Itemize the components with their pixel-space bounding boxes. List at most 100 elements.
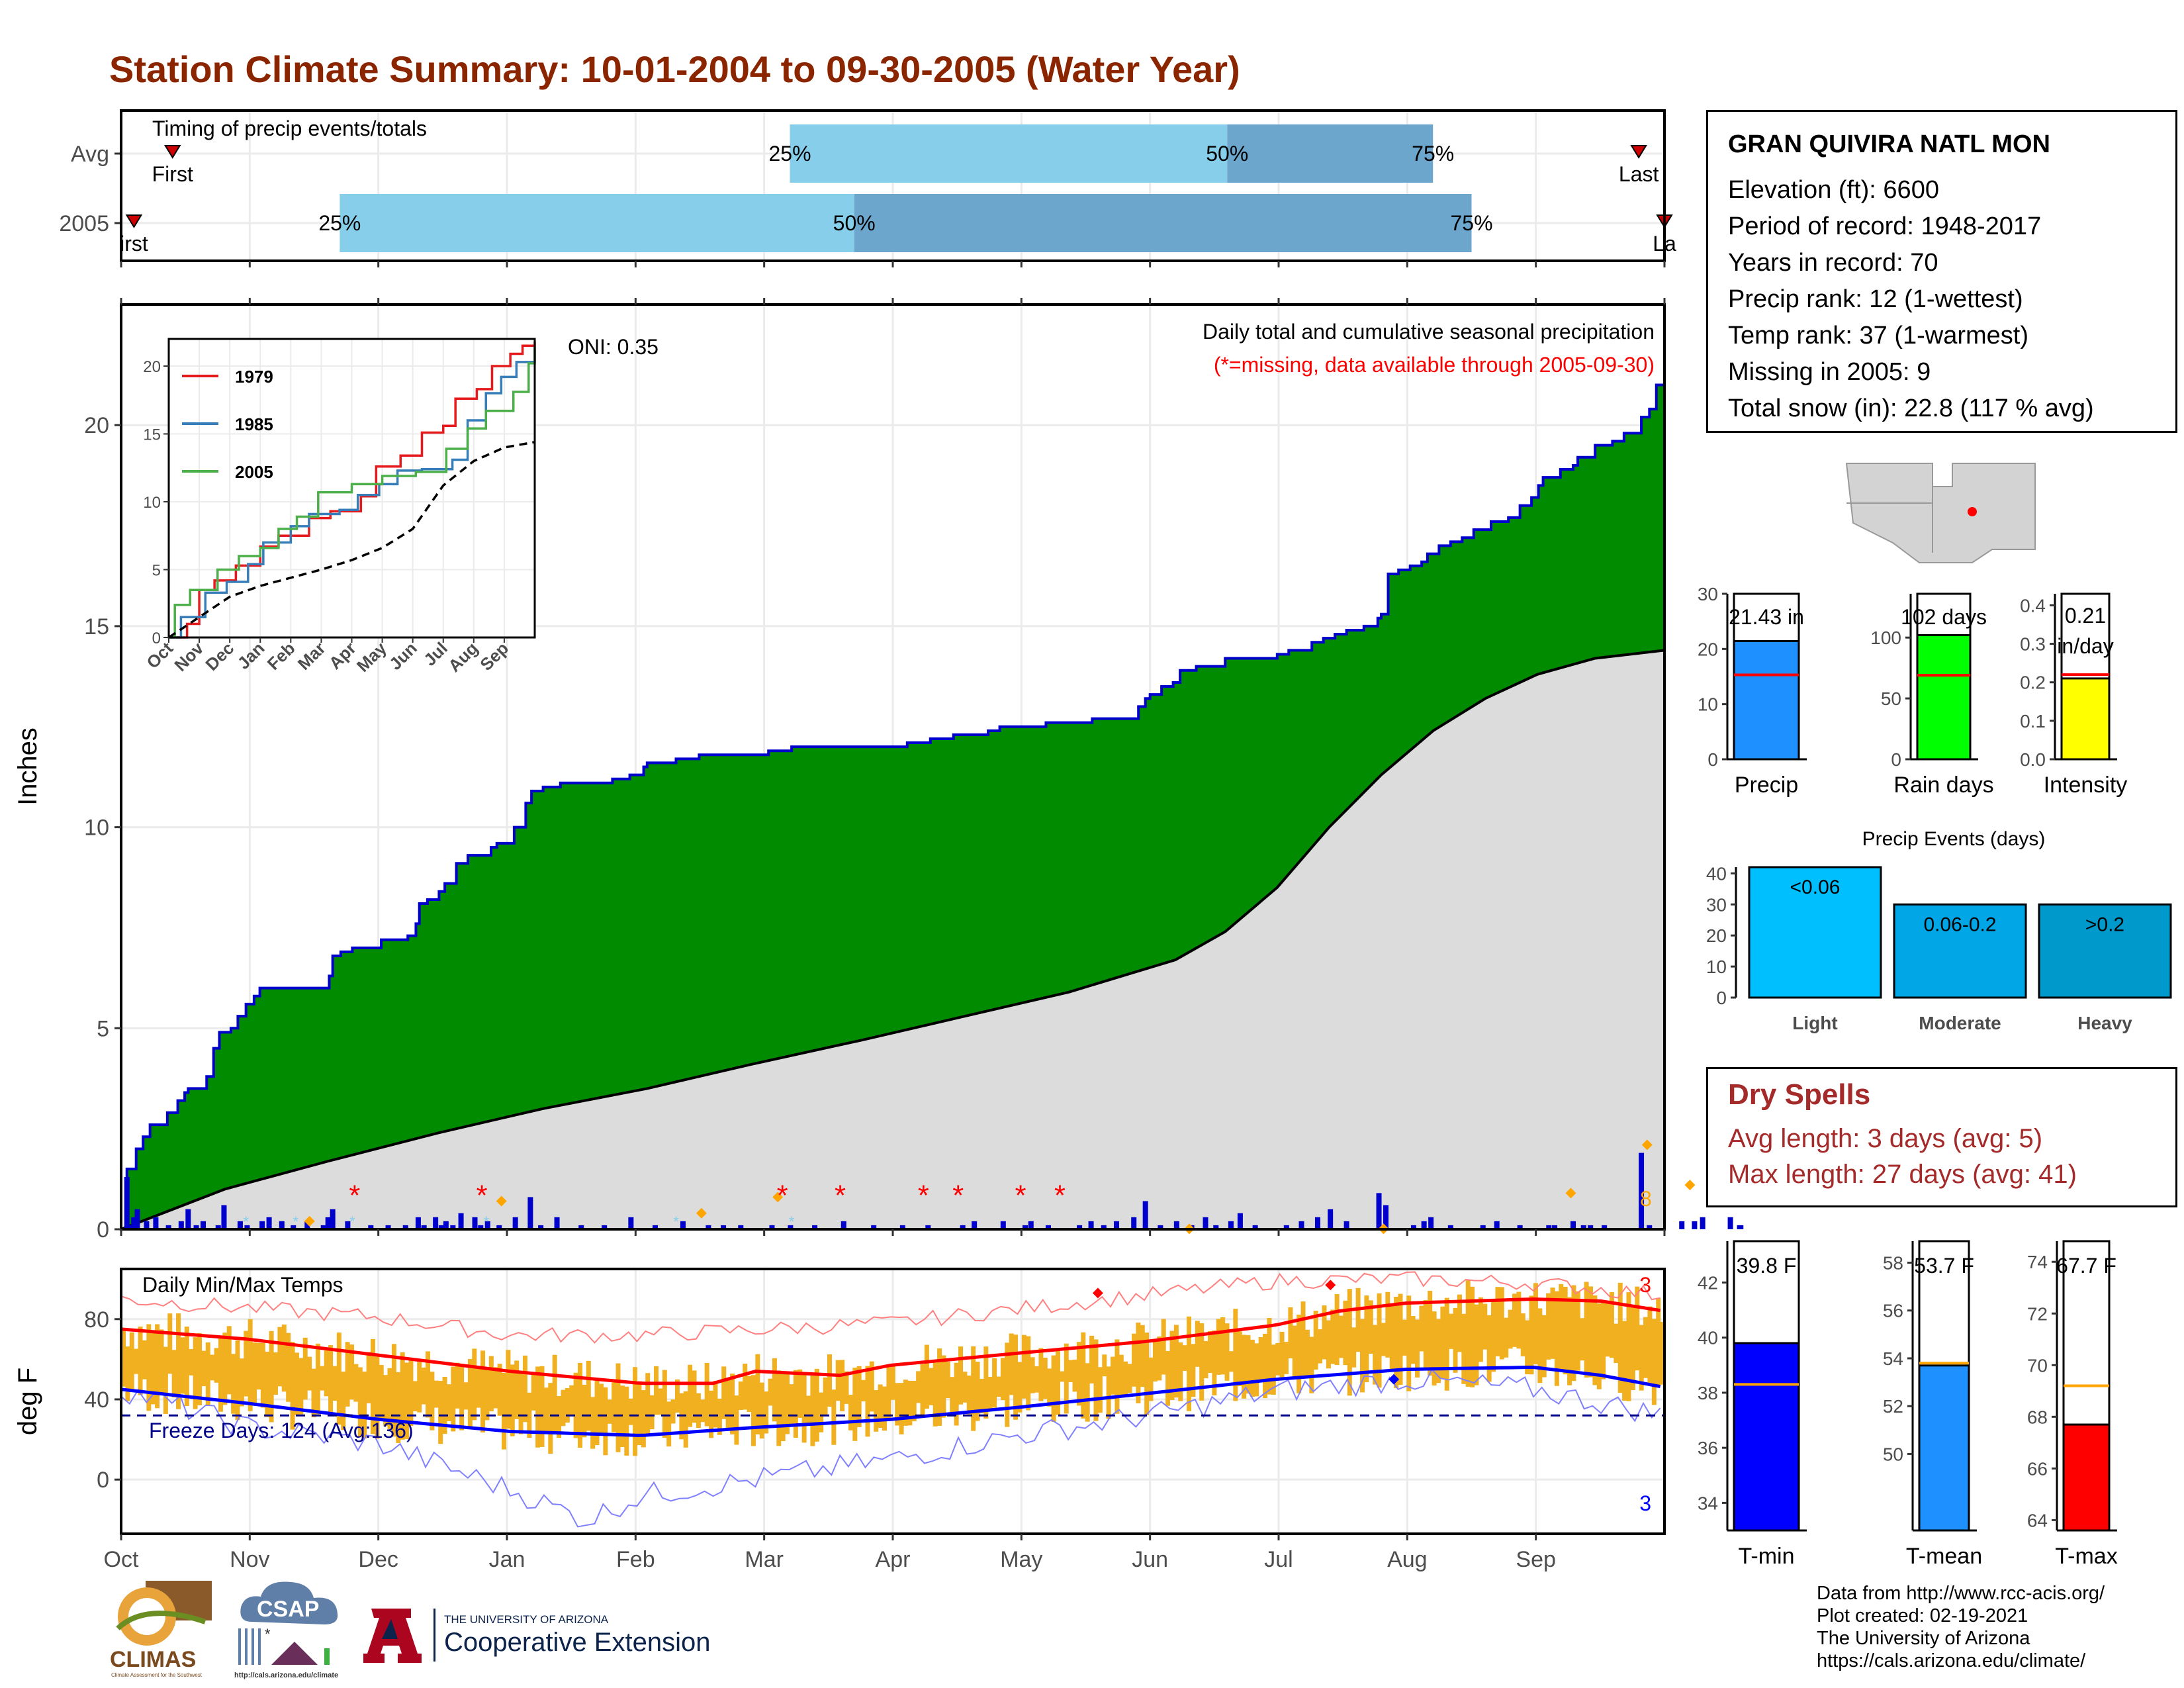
daily-precip-bar (266, 1217, 272, 1229)
daily-precip-bar (433, 1217, 439, 1229)
daily-temp-bar (1169, 1331, 1175, 1400)
daily-temp-bar (945, 1362, 950, 1399)
trace-marker: * (789, 1213, 795, 1230)
daily-precip-bar (602, 1225, 608, 1229)
daily-temp-bar (235, 1340, 240, 1421)
daily-temp-bar (869, 1361, 874, 1412)
daily-temp-bar (1470, 1286, 1475, 1387)
daily-temp-bar (480, 1350, 486, 1432)
daily-temp-bar (548, 1383, 553, 1454)
daily-precip-bar (124, 1177, 130, 1229)
timing-last-label: Last (1619, 162, 1659, 186)
missing-marker: * (476, 1179, 487, 1211)
daily-temp-bar (1064, 1343, 1069, 1414)
daily-temp-bar (442, 1376, 447, 1434)
daily-precip-bar (165, 1225, 171, 1229)
daily-temp-bar (1330, 1309, 1336, 1364)
dry-spells-avg: Avg length: 3 days (avg: 5) (1728, 1124, 2043, 1153)
daily-temp-bar (721, 1366, 727, 1419)
station-missing: Missing in 2005: 9 (1728, 358, 1931, 386)
daily-temp-bar (163, 1346, 168, 1414)
daily-temp-bar (400, 1352, 405, 1440)
daily-temp-bar (1525, 1320, 1530, 1375)
daily-temp-bar (362, 1372, 367, 1439)
daily-temp-bar (992, 1358, 997, 1408)
daily-temp-bar (1042, 1358, 1048, 1399)
daily-temp-bar (1347, 1289, 1352, 1396)
daily-precip-bar (812, 1225, 818, 1229)
daily-temp-bar (510, 1364, 515, 1436)
daily-temp-bar (1449, 1313, 1454, 1349)
trace-marker: * (484, 1213, 490, 1230)
daily-temp-bar (1111, 1356, 1116, 1395)
side-ytick-label: 54 (1883, 1348, 1903, 1369)
svg-text:*: * (265, 1626, 271, 1642)
daily-temp-bar (950, 1377, 955, 1415)
daily-temp-bar (1047, 1368, 1052, 1407)
daily-temp-bar (430, 1372, 435, 1430)
record-low-marker (1388, 1374, 1400, 1385)
daily-temp-bar (205, 1342, 210, 1405)
daily-temp-bar (983, 1346, 989, 1419)
cumulative-inset-chart: 19791985200505101520OctNovDecJanFebMarAp… (142, 338, 536, 676)
daily-temp-bar (1457, 1294, 1462, 1352)
daily-temp-bar (502, 1372, 507, 1450)
daily-precip-bar (1228, 1221, 1234, 1229)
daily-precip-bar (484, 1221, 490, 1229)
daily-temp-bar (958, 1346, 964, 1405)
daily-precip-bar (1692, 1221, 1698, 1229)
daily-precip-bar (438, 1225, 444, 1229)
station-name: GRAN QUIVIRA NATL MON (1728, 130, 2050, 158)
daily-temp-bar (1021, 1335, 1026, 1399)
daily-precip-bar (538, 1225, 544, 1229)
daily-temp-bar (218, 1338, 223, 1412)
daily-temp-bar (1195, 1321, 1200, 1367)
daily-temp-bar (391, 1344, 396, 1437)
side-bar-value-label: 102 days (1901, 605, 1987, 629)
daily-temp-bar (1102, 1354, 1107, 1377)
daily-temp-bar (1000, 1358, 1005, 1401)
daily-temp-bar (962, 1372, 968, 1403)
daily-temp-bar (1207, 1331, 1212, 1373)
credit-line: Data from http://www.rcc-acis.org/ (1817, 1583, 2105, 1604)
daily-temp-bar (1250, 1339, 1255, 1397)
daily-precip-bar (841, 1221, 846, 1229)
daily-temp-bar (256, 1342, 261, 1390)
timing-p25-label: 25% (318, 211, 361, 235)
side-ytick-label: 64 (2027, 1510, 2048, 1530)
daily-temp-bar (239, 1358, 244, 1407)
events-title: Precip Events (days) (1862, 828, 2046, 850)
timing-row-label: Avg (71, 142, 109, 167)
side-bar (1733, 1342, 1800, 1532)
daily-temp-bar (1233, 1309, 1238, 1401)
daily-temp-bar (1495, 1287, 1500, 1356)
daily-temp-bar (743, 1364, 748, 1410)
daily-temp-bar (1660, 1321, 1665, 1385)
daily-temp-bar (125, 1346, 130, 1401)
daily-temp-bar (1444, 1297, 1449, 1391)
daily-precip-bar (1203, 1217, 1208, 1229)
daily-precip-bar (578, 1225, 584, 1229)
daily-temp-bar (1212, 1330, 1217, 1395)
daily-temp-bar (924, 1344, 929, 1409)
daily-temp-bar (518, 1372, 523, 1434)
side-bar (2060, 677, 2111, 761)
daily-precip-bar (244, 1225, 250, 1229)
daily-precip-bar (1114, 1221, 1120, 1229)
csap-logo: CSAP * http://cals.arizona.edu/climate (234, 1581, 338, 1679)
daily-temp-bar (882, 1386, 887, 1431)
side-ytick-label: 52 (1883, 1396, 1903, 1417)
daily-temp-bar (1309, 1336, 1314, 1393)
daily-temp-bar (865, 1366, 870, 1437)
daily-temp-bar (167, 1313, 173, 1374)
daily-temp-bar (1136, 1322, 1141, 1404)
cumulative-2005-line (121, 367, 1666, 1231)
daily-temp-bar (848, 1395, 853, 1430)
events-ytick-label: 30 (1706, 894, 1727, 915)
side-bar-category: Rain days (1893, 773, 1993, 798)
daily-temp-bar (1283, 1342, 1289, 1374)
daily-temp-bar (379, 1364, 384, 1421)
side-ytick-label: 50 (1883, 1444, 1903, 1464)
